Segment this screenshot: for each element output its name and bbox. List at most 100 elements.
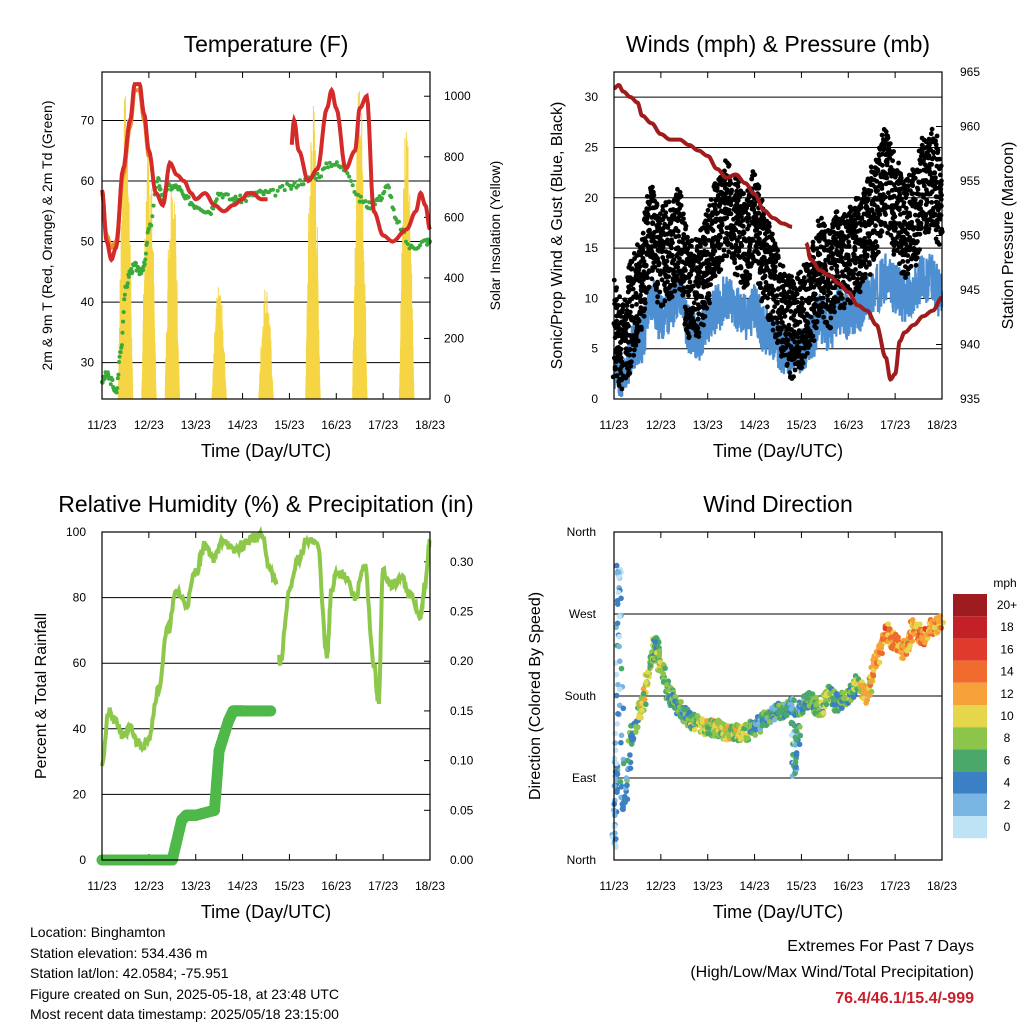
direction-point: [885, 621, 891, 627]
x-tick-label: 14/23: [228, 418, 258, 432]
gust-point: [644, 194, 650, 199]
gust-point: [913, 262, 919, 268]
gust-point: [888, 232, 894, 238]
gust-point: [879, 132, 885, 138]
gust-point: [728, 198, 734, 204]
gust-point: [810, 333, 816, 339]
gust-point: [789, 290, 795, 295]
gust-point: [907, 213, 913, 219]
x-tick-label: 11/23: [599, 418, 628, 432]
latlon-text: Station lat/lon: 42.0584; -75.951: [30, 965, 229, 981]
gust-point: [788, 309, 794, 314]
gust-point: [666, 274, 672, 279]
gust-point: [805, 350, 810, 356]
direction-point: [612, 830, 618, 836]
gust-point: [637, 277, 642, 283]
gust-point: [910, 191, 916, 197]
direction-point: [624, 782, 630, 788]
x-tick-label: 14/23: [740, 418, 770, 432]
gust-point: [774, 299, 780, 305]
gust-point: [896, 160, 901, 166]
gust-point: [627, 275, 633, 281]
y-tick-label: 60: [73, 656, 87, 670]
gust-point: [671, 199, 676, 204]
y2-tick-label: 0.00: [450, 853, 474, 867]
gust-point: [645, 220, 651, 226]
gust-point: [744, 269, 750, 275]
gust-point: [766, 244, 772, 250]
gust-point: [840, 296, 845, 301]
y2-tick-label: 940: [960, 338, 980, 352]
direction-point: [613, 562, 620, 569]
x-tick-label: 13/23: [693, 879, 723, 893]
y-tick-label: West: [569, 607, 597, 621]
gust-point: [665, 225, 671, 230]
y2-tick-label: 0: [444, 392, 451, 406]
gust-point: [847, 262, 853, 267]
gust-point: [655, 279, 660, 285]
gust-point: [757, 236, 762, 242]
gust-point: [663, 213, 668, 219]
gust-point: [845, 252, 851, 258]
gust-point: [769, 317, 775, 322]
gust-point: [876, 249, 881, 255]
gust-point: [837, 253, 843, 258]
gust-point: [938, 163, 944, 169]
gust-point: [821, 314, 826, 320]
direction-point: [622, 793, 628, 800]
plot-frame: [613, 71, 943, 400]
series-2m-temp: [100, 82, 432, 263]
direction-point: [793, 752, 800, 758]
gust-point: [708, 197, 714, 203]
gust-point: [774, 293, 780, 299]
dewpoint-point: [287, 183, 292, 188]
gust-point: [912, 175, 918, 181]
gust-point: [777, 331, 783, 337]
dewpoint-point: [275, 188, 280, 193]
gust-point: [681, 285, 687, 291]
gust-point: [797, 287, 803, 293]
gust-point: [834, 209, 840, 215]
elevation-text: Station elevation: 534.436 m: [30, 944, 208, 961]
x-tick-label: 18/23: [415, 418, 445, 432]
gust-point: [874, 179, 880, 184]
panel-1: 11/23 12/23 13/23 14/23 15/23 16/23 17/23 18/23…: [39, 31, 503, 461]
gust-point: [918, 206, 923, 212]
gust-point: [740, 191, 746, 197]
gust-point: [839, 247, 845, 253]
gust-point: [702, 314, 708, 319]
gust-point: [712, 206, 718, 212]
direction-point: [793, 736, 799, 743]
gust-point: [641, 313, 647, 319]
y2-tick-label: 1000: [444, 89, 471, 103]
x-tick-label: 16/23: [833, 418, 863, 432]
y-tick-label: 40: [81, 295, 95, 309]
gust-point: [792, 339, 798, 345]
gust-point: [663, 259, 669, 264]
direction-point: [868, 678, 875, 684]
direction-point: [627, 765, 634, 772]
gust-point: [828, 290, 833, 296]
dewpoint-point: [158, 187, 163, 192]
gust-point: [786, 322, 792, 328]
gust-point: [784, 361, 790, 367]
dewpoint-point: [350, 183, 355, 188]
gust-point: [817, 251, 823, 257]
gust-point: [819, 215, 824, 221]
gust-point: [938, 197, 944, 202]
gust-point: [916, 169, 922, 175]
gust-point: [618, 340, 623, 345]
dewpoint-point: [280, 183, 285, 188]
direction-point: [624, 757, 631, 764]
gust-point: [735, 184, 741, 189]
x-tick-label: 15/23: [786, 879, 816, 893]
gust-point: [783, 331, 788, 337]
dewpoint-point: [394, 217, 399, 222]
direction-point: [614, 771, 621, 777]
gust-point: [668, 241, 673, 247]
x-tick-label: 12/23: [134, 418, 164, 432]
gust-point: [741, 229, 746, 235]
direction-point: [656, 653, 663, 659]
gust-point: [935, 224, 941, 230]
gust-point: [751, 238, 756, 243]
